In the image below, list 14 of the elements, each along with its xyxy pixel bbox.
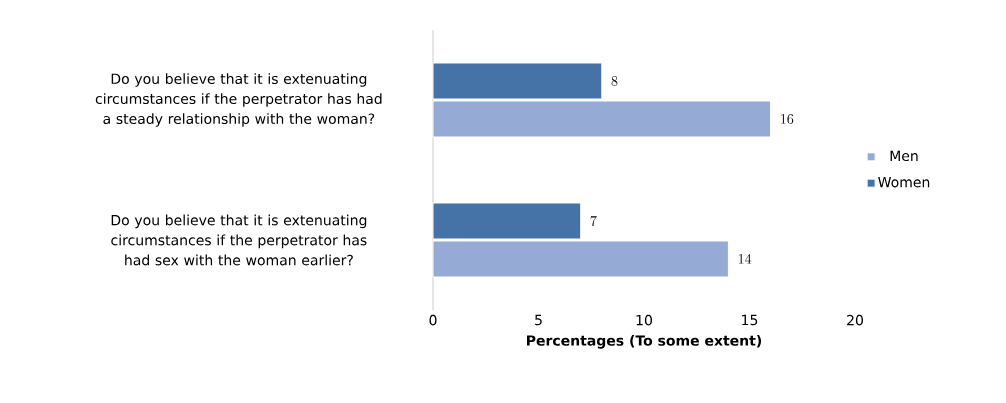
x-tick-label: 10 — [636, 314, 652, 326]
x-axis-title: Percentages (To some extent) — [527, 334, 762, 349]
x-tick-label: 15 — [742, 314, 758, 326]
legend-label: Women — [878, 176, 930, 188]
legend-label: Men — [890, 150, 918, 162]
x-tick-label: 0 — [429, 314, 437, 326]
data-label: 7 — [590, 215, 597, 226]
x-tick-label: 5 — [535, 314, 542, 326]
data-label: 14 — [738, 253, 752, 264]
data-label: 8 — [611, 76, 618, 86]
data-label: 16 — [781, 114, 794, 124]
y-tick-label: Do you believe that it is extenuating circumstances if the perpetrator has had a steady relationship with the woman? — [95, 73, 382, 127]
y-tick-label: Do you believe that it is extenuating circumstances if the perpetrator has had sex with the woman earlier? — [111, 214, 367, 266]
x-tick-label: 20 — [847, 314, 863, 326]
